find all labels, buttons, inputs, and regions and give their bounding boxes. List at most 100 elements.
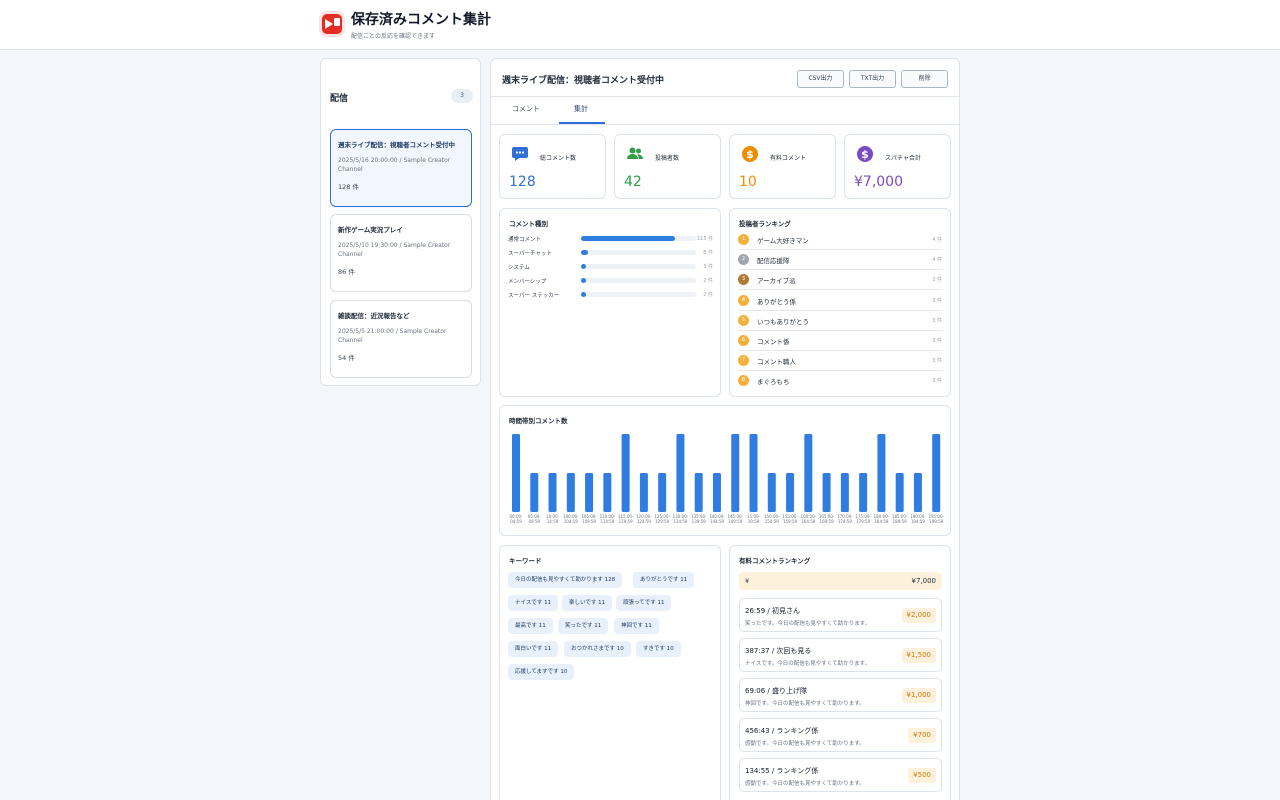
users-icon bbox=[626, 146, 644, 162]
chart-bar bbox=[804, 434, 813, 512]
keyword-chip[interactable]: 楽しいです 11 bbox=[562, 595, 613, 611]
comment-type-row: システム 3 件 bbox=[508, 262, 713, 272]
comment-type-label: スーパーチャット bbox=[508, 251, 552, 257]
chart-tick-label: 170:00-174:59 bbox=[837, 514, 853, 524]
chart-tick-label: 100:00-104:59 bbox=[563, 514, 579, 524]
paid-ranking-panel: 有料コメントランキング ¥ ¥7,000 26:59 / 初見さん 笑ったです。… bbox=[729, 545, 951, 800]
chart-bar bbox=[676, 434, 685, 512]
app-title: 保存済みコメント集計 bbox=[351, 12, 491, 28]
poster-name: 配信応援隊 bbox=[757, 257, 790, 266]
chart-bar bbox=[786, 473, 795, 512]
comment-type-bar bbox=[581, 236, 676, 241]
chart-bar bbox=[658, 473, 667, 512]
chart-tick-label: 05:00-09:59 bbox=[528, 514, 542, 524]
poster-comment-count: 4 件 bbox=[932, 237, 942, 243]
paid-amount-badge: ¥2,000 bbox=[901, 608, 936, 623]
keyword-chip[interactable]: 笑ったです 11 bbox=[558, 618, 609, 634]
poster-name: コメント係 bbox=[757, 338, 790, 346]
chart-bar bbox=[840, 473, 849, 512]
app-logo-icon bbox=[322, 14, 342, 34]
comment-type-label: メンバーシップ bbox=[508, 279, 547, 285]
keyword-chip[interactable]: 応援してますです 10 bbox=[508, 664, 575, 680]
delete-button[interactable]: 削除 bbox=[901, 70, 948, 88]
comment-type-row: メンバーシップ 2 件 bbox=[508, 276, 713, 286]
keyword-chip[interactable]: 頑張ってです 11 bbox=[616, 595, 672, 611]
paid-comment-card: 26:59 / 初見さん 笑ったです。今日の配信も見やすくて助かります。 ¥2,… bbox=[739, 598, 942, 632]
chart-tick-label: 125:00-129:59 bbox=[654, 514, 670, 524]
sidebar-title: 配信 bbox=[330, 94, 349, 104]
stream-detail-title: 週末ライブ配信：視聴者コメント受付中 bbox=[502, 76, 665, 86]
poster-comment-count: 3 件 bbox=[932, 297, 942, 304]
chart-bar bbox=[512, 434, 520, 512]
hourly-comment-chart: 00:00-04:59 05:00-09:59 10:00-14:59100:00-… bbox=[510, 434, 945, 524]
keyword-panel: キーワード 今日の配信も見やすくて助かります 128 ありがとうです 11 ナイ… bbox=[499, 545, 721, 800]
comment-type-label: 通常コメント bbox=[508, 237, 542, 243]
poster-name: アーカイブ派 bbox=[757, 277, 796, 286]
stat-card-paid-comments: $ 有料コメント 10 bbox=[729, 134, 836, 199]
stat-label: スパチャ合計 bbox=[885, 155, 921, 162]
panel-title: コメント種別 bbox=[509, 220, 548, 228]
keyword-chip[interactable]: 面白いです 11 bbox=[508, 641, 559, 657]
chart-tick-label: 15:00-19:59 bbox=[747, 514, 761, 524]
csv-export-button[interactable]: CSV出力 bbox=[797, 70, 844, 88]
txt-export-button[interactable]: TXT出力 bbox=[849, 70, 896, 88]
chart-bar bbox=[566, 473, 575, 512]
dollar-coin-icon: $ bbox=[856, 146, 874, 162]
top-bar: 保存済みコメント集計 配信ごとの反応を確認できます bbox=[0, 0, 1280, 50]
keyword-chip[interactable]: 神回です 11 bbox=[614, 618, 659, 634]
chart-bar bbox=[530, 473, 539, 512]
comment-type-bar bbox=[581, 264, 586, 269]
stream-title: 新作ゲーム実況プレイ bbox=[338, 226, 403, 234]
stream-title: 週末ライブ配信：視聴者コメント受付中 bbox=[338, 141, 455, 149]
chart-tick-label: 110:00-114:59 bbox=[600, 514, 616, 524]
comment-type-count: 113 件 bbox=[696, 236, 713, 242]
chart-tick-label: 145:00-149:59 bbox=[727, 514, 743, 524]
stat-value: ¥7,000 bbox=[854, 174, 903, 190]
paid-amount-badge: ¥500 bbox=[908, 768, 936, 783]
comment-type-count: 8 件 bbox=[703, 250, 713, 256]
keyword-chip[interactable]: すきです 10 bbox=[636, 641, 681, 657]
currency-label: ¥ bbox=[745, 577, 750, 585]
keyword-chip[interactable]: ナイスです 11 bbox=[508, 595, 559, 611]
stream-meta: 2025/5/5 21:00:00 / Sample Creator Chann… bbox=[338, 328, 447, 344]
poster-comment-count: 3 件 bbox=[932, 277, 942, 284]
stream-card[interactable]: 雑談配信：近況報告など 2025/5/5 21:00:00 / Sample C… bbox=[330, 300, 472, 378]
chart-tick-label: 160:00-164:59 bbox=[801, 514, 817, 524]
comment-type-count: 2 件 bbox=[703, 278, 713, 284]
poster-name: いつもありがとう bbox=[757, 317, 809, 326]
stream-card-selected[interactable]: 週末ライブ配信：視聴者コメント受付中 2025/5/16 20:00:00 / … bbox=[330, 129, 472, 207]
chart-tick-label: 155:00-159:59 bbox=[782, 514, 798, 524]
stream-title: 雑談配信：近況報告など bbox=[338, 312, 410, 320]
chart-bar bbox=[913, 473, 922, 512]
stream-comment-count: 128 件 bbox=[338, 183, 359, 191]
stat-value: 10 bbox=[739, 174, 757, 190]
rank-badge: 7 bbox=[738, 355, 749, 367]
poster-rank-row: 2 配信応援隊 4 件 bbox=[738, 250, 942, 271]
keyword-chip[interactable]: 今日の配信も見やすくて助かります 128 bbox=[508, 572, 623, 588]
poster-name: まぐろもち bbox=[757, 378, 790, 387]
paid-comment-card: 387:37 / 次回も見る ナイスです。今日の配信も見やすくて助かります。 ¥… bbox=[739, 638, 942, 672]
tab-summary[interactable]: 集計 bbox=[574, 105, 588, 113]
paid-comment-author: 387:37 / 次回も見る bbox=[745, 647, 812, 655]
comment-type-bar-track bbox=[581, 264, 696, 269]
keyword-chip[interactable]: おつかれさまです 10 bbox=[564, 641, 631, 657]
poster-comment-count: 4 件 bbox=[932, 257, 942, 264]
tab-comments[interactable]: コメント bbox=[512, 105, 540, 113]
chart-bar bbox=[822, 473, 831, 512]
divider bbox=[491, 124, 959, 125]
comment-type-bar bbox=[581, 278, 586, 283]
paid-comment-author: 134:55 / ランキング係 bbox=[745, 767, 819, 775]
chart-bar bbox=[877, 434, 886, 512]
hourly-chart-panel: 時間帯別コメント数 00:00-04:59 05:00-09:59 10:00-14… bbox=[499, 405, 951, 536]
paid-comment-text: 感動です。今日の配信も見やすくて助かります。 bbox=[745, 741, 865, 747]
chart-bar bbox=[548, 473, 557, 512]
chart-tick-label: 120:00-124:59 bbox=[636, 514, 652, 524]
stream-card[interactable]: 新作ゲーム実況プレイ 2025/5/10 19:30:00 / Sample C… bbox=[330, 214, 472, 292]
rank-badge: 6 bbox=[738, 335, 749, 346]
comment-type-count: 2 件 bbox=[703, 292, 713, 298]
poster-rank-row: 1 ゲーム大好きマン 4 件 bbox=[738, 230, 942, 250]
keyword-chip[interactable]: 最高です 11 bbox=[508, 618, 553, 634]
keyword-chip[interactable]: ありがとうです 11 bbox=[633, 572, 695, 588]
divider bbox=[491, 96, 959, 97]
poster-name: コメント職人 bbox=[757, 358, 796, 367]
